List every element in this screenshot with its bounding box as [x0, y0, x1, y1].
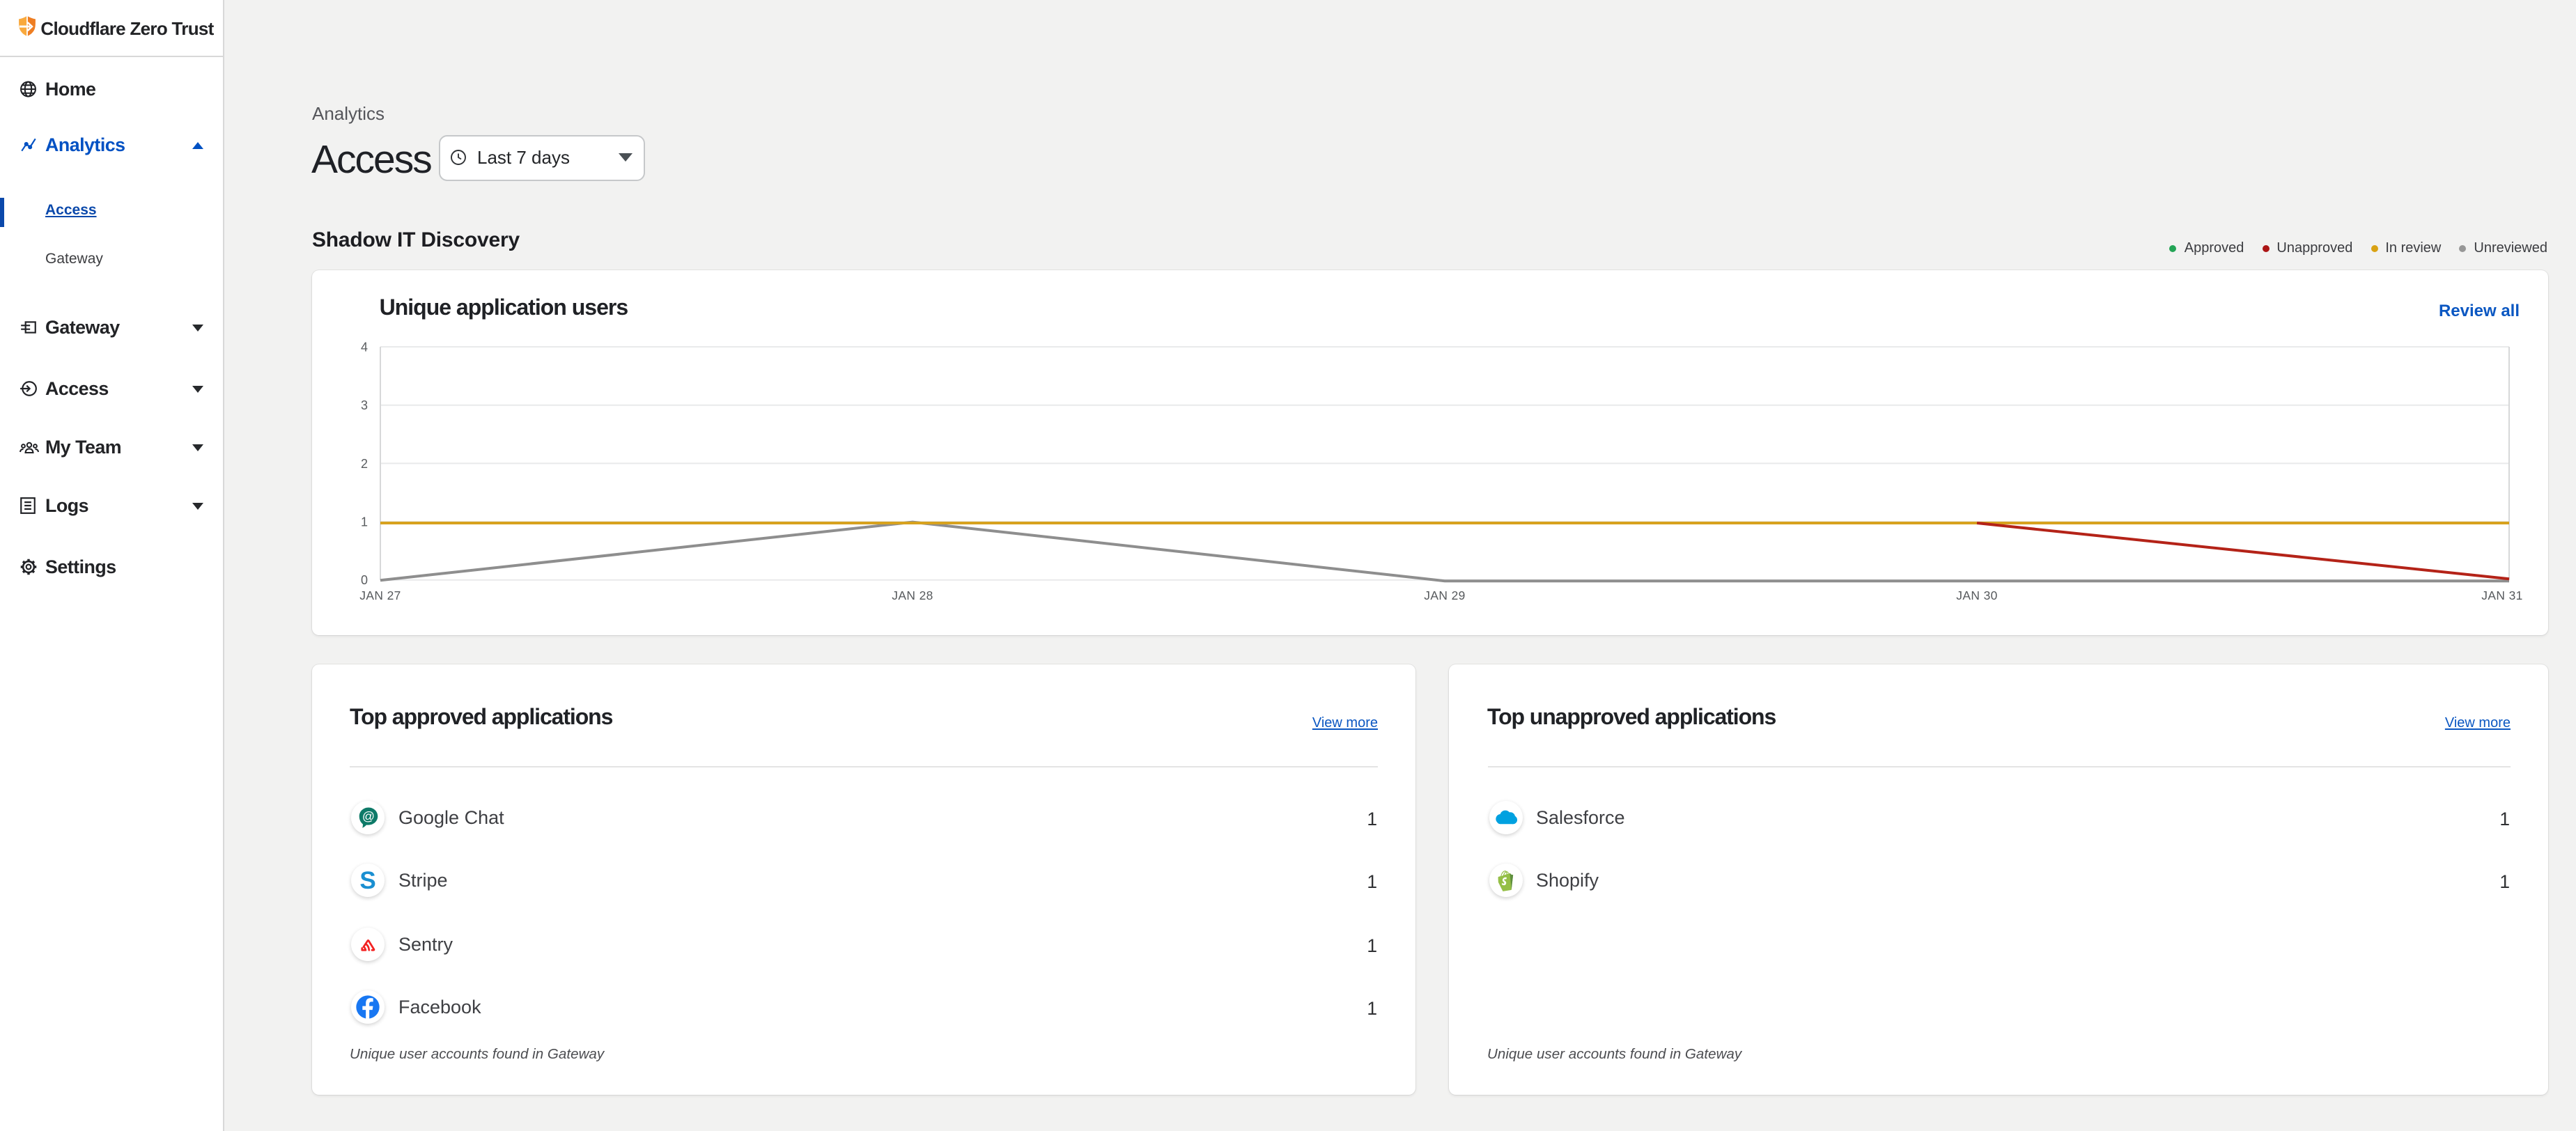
svg-text:3: 3 [360, 398, 367, 412]
svg-text:JAN 28: JAN 28 [891, 588, 932, 602]
svg-text:JAN 29: JAN 29 [1423, 588, 1464, 602]
svg-text:1: 1 [360, 515, 367, 529]
svg-text:2: 2 [360, 457, 367, 471]
svg-text:JAN 31: JAN 31 [2481, 588, 2522, 602]
svg-text:4: 4 [360, 340, 367, 354]
svg-text:@: @ [362, 809, 374, 823]
svg-text:0: 0 [360, 573, 367, 587]
svg-text:JAN 27: JAN 27 [359, 588, 400, 602]
svg-text:JAN 30: JAN 30 [1955, 588, 1996, 602]
